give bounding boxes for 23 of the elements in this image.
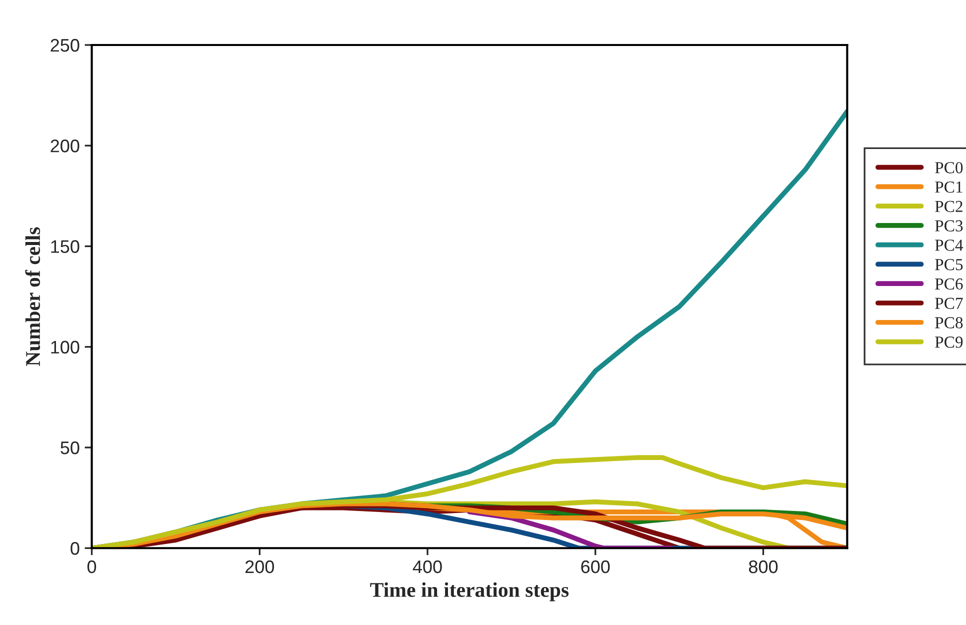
y-tick-label: 200 [50, 140, 80, 152]
legend-label: PC0 [935, 162, 963, 174]
legend-label: PC4 [935, 240, 964, 251]
legend-label: PC6 [935, 278, 963, 290]
y-tick-label: 250 [50, 38, 80, 52]
x-tick-label: 200 [245, 560, 274, 574]
legend-label: PC2 [935, 200, 962, 212]
x-tick-label: 800 [748, 560, 778, 574]
legend-label: PC1 [935, 181, 962, 193]
legend-label: PC8 [935, 317, 963, 328]
x-tick-label: 400 [412, 560, 442, 574]
legend-label: PC5 [935, 259, 963, 270]
legend-label: PC3 [935, 220, 963, 232]
y-axis-title: Number of cells [25, 227, 40, 366]
x-axis-title: Time in iteration steps [370, 582, 569, 602]
y-tick-label: 50 [60, 441, 80, 454]
y-tick-label: 100 [51, 340, 80, 354]
x-tick-label: 0 [87, 560, 96, 574]
legend-label: PC7 [935, 298, 963, 309]
legend-label: PC9 [935, 336, 963, 348]
y-tick-label: 0 [70, 542, 80, 555]
y-tick-label: 150 [51, 240, 80, 253]
x-tick-label: 600 [581, 560, 610, 574]
